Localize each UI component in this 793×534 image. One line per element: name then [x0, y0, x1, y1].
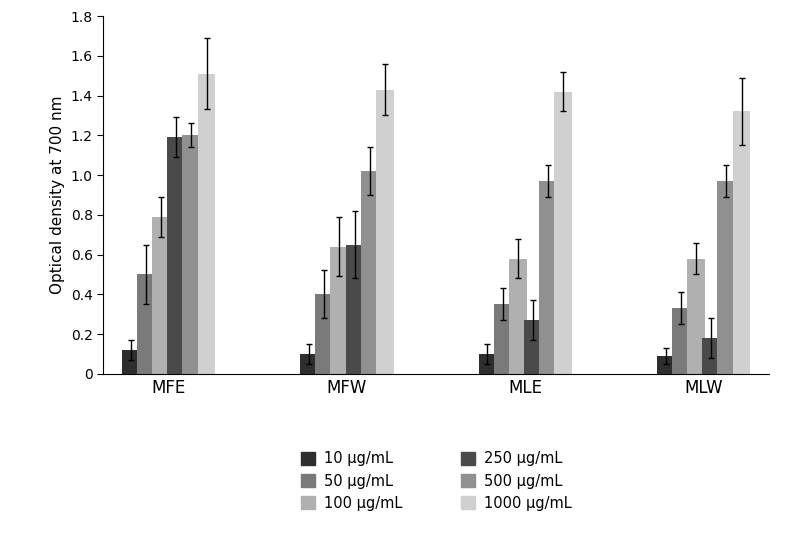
Bar — [346, 245, 363, 374]
Bar — [316, 294, 333, 374]
Bar — [554, 91, 572, 374]
Bar — [718, 181, 735, 374]
Bar — [478, 354, 496, 374]
Bar — [197, 74, 216, 374]
Bar — [733, 112, 750, 374]
Bar — [167, 137, 185, 374]
Bar — [524, 320, 542, 374]
Bar — [672, 308, 690, 374]
Bar — [122, 350, 140, 374]
Bar — [494, 304, 511, 374]
Bar — [301, 354, 318, 374]
Bar — [331, 247, 348, 374]
Y-axis label: Optical density at 700 nm: Optical density at 700 nm — [50, 96, 65, 294]
Bar — [657, 356, 675, 374]
Bar — [376, 90, 394, 374]
Legend: 10 μg/mL, 50 μg/mL, 100 μg/mL, 250 μg/mL, 500 μg/mL, 1000 μg/mL: 10 μg/mL, 50 μg/mL, 100 μg/mL, 250 μg/mL… — [295, 445, 577, 517]
Bar — [703, 338, 720, 374]
Bar — [361, 171, 378, 374]
Bar — [137, 274, 155, 374]
Bar — [688, 258, 705, 374]
Bar — [152, 217, 170, 374]
Bar — [509, 258, 527, 374]
Bar — [539, 181, 557, 374]
Bar — [182, 135, 201, 374]
